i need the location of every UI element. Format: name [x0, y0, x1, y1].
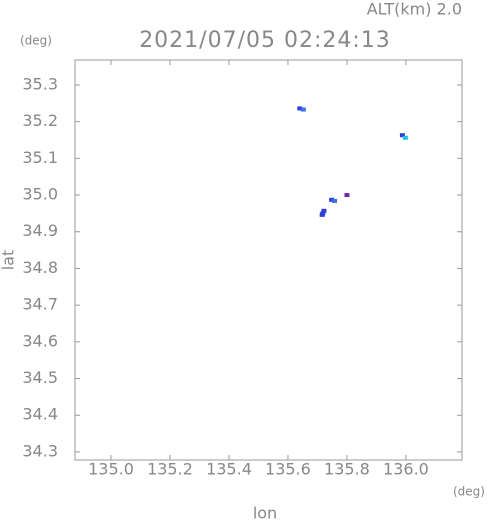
y-tick-label: 34.7 [22, 295, 58, 314]
y-tick-label: 34.8 [22, 258, 58, 277]
chart-title: 2021/07/05 02:24:13 [139, 28, 391, 53]
point [329, 197, 335, 202]
point [297, 106, 303, 111]
y-tick-label: 34.3 [22, 441, 58, 460]
plot-frame [74, 59, 463, 461]
x-unit: (deg) [453, 485, 485, 499]
point [332, 198, 338, 203]
point [300, 107, 306, 112]
point [344, 193, 350, 198]
point [399, 133, 405, 138]
annotation: ALT(km) 2.0 [367, 0, 462, 19]
x-tick-label: 135.4 [206, 460, 252, 479]
x-tick-label: 136.0 [383, 460, 429, 479]
y-tick-label: 34.9 [22, 221, 58, 240]
point [321, 208, 327, 213]
y-tick-label: 35.3 [22, 74, 58, 93]
y-tick-label: 34.5 [22, 368, 58, 387]
y-axis-label: lat [0, 250, 18, 271]
y-tick-label: 35.0 [22, 185, 58, 204]
x-tick-label: 135.8 [324, 460, 370, 479]
y-tick-label: 34.4 [22, 405, 58, 424]
point [402, 135, 408, 140]
x-tick-label: 135.6 [265, 460, 311, 479]
y-tick-label: 34.6 [22, 331, 58, 350]
x-axis-label: lon [253, 504, 277, 521]
x-tick-label: 135.0 [88, 460, 134, 479]
y-unit: (deg) [20, 34, 52, 48]
y-tick-label: 35.1 [22, 148, 58, 167]
y-tick-label: 35.2 [22, 111, 58, 130]
x-tick-label: 135.2 [147, 460, 193, 479]
point [319, 212, 325, 217]
